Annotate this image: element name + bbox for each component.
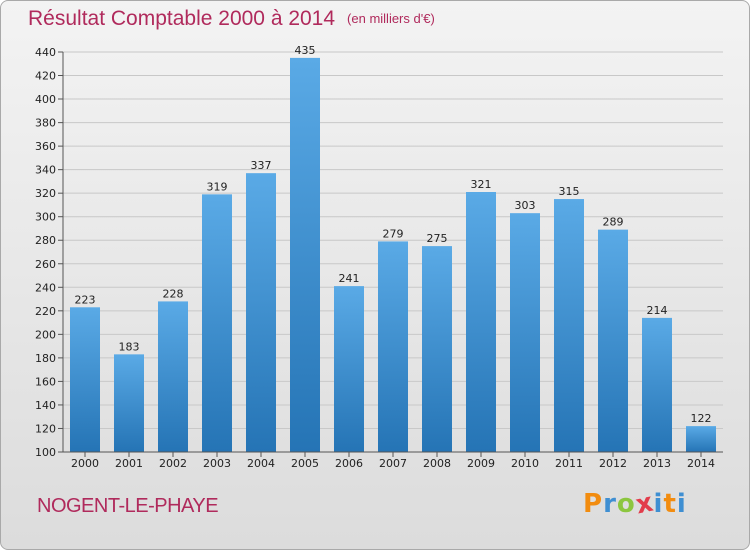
x-tick-label-2014: 2014 xyxy=(687,457,715,470)
data-label-2014: 122 xyxy=(691,412,712,425)
logo-letter: i xyxy=(676,489,687,519)
y-tick-label: 180 xyxy=(35,352,56,365)
commune-name: NOGENT-LE-PHAYE xyxy=(37,495,219,517)
y-tick-label: 320 xyxy=(35,187,56,200)
bar-2000 xyxy=(70,307,100,452)
x-tick-label-2007: 2007 xyxy=(379,457,407,470)
bar-2012 xyxy=(598,229,628,452)
logo-letter: r xyxy=(603,489,617,519)
x-tick-label-2003: 2003 xyxy=(203,457,231,470)
y-tick-label: 260 xyxy=(35,258,56,271)
title-text: Résultat Comptable 2000 à 2014 xyxy=(28,7,336,30)
logo-letter: t xyxy=(663,489,677,519)
bar-2014 xyxy=(686,426,716,452)
y-tick-label: 420 xyxy=(35,70,56,83)
data-label-2011: 315 xyxy=(559,185,580,198)
bar-2009 xyxy=(466,192,496,452)
x-tick-label-2002: 2002 xyxy=(159,457,187,470)
y-tick-label: 160 xyxy=(35,375,56,388)
bar-2010 xyxy=(510,213,540,452)
data-label-2010: 303 xyxy=(515,199,536,212)
logo-letter: o xyxy=(616,489,636,519)
x-tick-label-2008: 2008 xyxy=(423,457,451,470)
data-label-2004: 337 xyxy=(251,159,272,172)
x-tick-label-2009: 2009 xyxy=(467,457,495,470)
logo-letter: P xyxy=(583,489,604,519)
chart-title: Résultat Comptable 2000 à 2014 (en millie… xyxy=(28,7,435,31)
x-tick-label-2013: 2013 xyxy=(643,457,671,470)
bar-2007 xyxy=(378,241,408,452)
y-tick-label: 300 xyxy=(35,211,56,224)
data-label-2006: 241 xyxy=(339,272,360,285)
data-label-2005: 435 xyxy=(295,44,316,57)
x-tick-label-2012: 2012 xyxy=(599,457,627,470)
y-tick-label: 440 xyxy=(35,46,56,59)
data-label-2007: 279 xyxy=(383,227,404,240)
x-tick-label-2005: 2005 xyxy=(291,457,319,470)
proxiti-logo: Proxiti xyxy=(583,487,687,520)
y-tick-label: 100 xyxy=(35,446,56,459)
y-tick-label: 280 xyxy=(35,234,56,247)
bars: 223 183 228 319 337 435 241 279 275 321 303 315 289 2… xyxy=(70,44,716,453)
subtitle-text: (en milliers d'€) xyxy=(347,11,435,26)
x-tick-label-2000: 2000 xyxy=(71,457,99,470)
data-label-2008: 275 xyxy=(427,232,448,245)
y-tick-label: 340 xyxy=(35,164,56,177)
data-label-2000: 223 xyxy=(75,293,96,306)
y-tick-label: 120 xyxy=(35,422,56,435)
x-axis: 2000 2001 2002 2003 2004 2005 2006 2007 2008 2009… xyxy=(63,451,723,470)
logo-letter: i xyxy=(653,489,664,519)
x-tick-label-2010: 2010 xyxy=(511,457,539,470)
data-label-2009: 321 xyxy=(471,178,492,191)
y-tick-label: 380 xyxy=(35,117,56,130)
data-label-2003: 319 xyxy=(207,180,228,193)
y-axis: 100 120 140 160 180 200 220 240 260 280 300 320 340 3… xyxy=(35,46,64,459)
bar-2002 xyxy=(158,301,188,452)
bar-2006 xyxy=(334,286,364,452)
y-tick-label: 200 xyxy=(35,328,56,341)
y-tick-label: 140 xyxy=(35,399,56,412)
data-label-2012: 289 xyxy=(603,216,624,229)
x-tick-label-2004: 2004 xyxy=(247,457,275,470)
y-tick-label: 360 xyxy=(35,140,56,153)
bar-2013 xyxy=(642,317,672,452)
y-tick-label: 220 xyxy=(35,305,56,318)
bar-2011 xyxy=(554,199,584,452)
x-tick-label-2001: 2001 xyxy=(115,457,143,470)
bar-2001 xyxy=(114,354,144,452)
data-label-2013: 214 xyxy=(647,304,668,317)
data-label-2001: 183 xyxy=(119,340,140,353)
y-tick-label: 240 xyxy=(35,281,56,294)
bar-2005 xyxy=(290,57,320,452)
x-tick-label-2011: 2011 xyxy=(555,457,583,470)
bar-2008 xyxy=(422,246,452,452)
bar-2004 xyxy=(246,173,276,453)
bar-2003 xyxy=(202,194,232,452)
data-label-2002: 228 xyxy=(163,287,184,300)
x-tick-label-2006: 2006 xyxy=(335,457,363,470)
y-tick-label: 400 xyxy=(35,93,56,106)
